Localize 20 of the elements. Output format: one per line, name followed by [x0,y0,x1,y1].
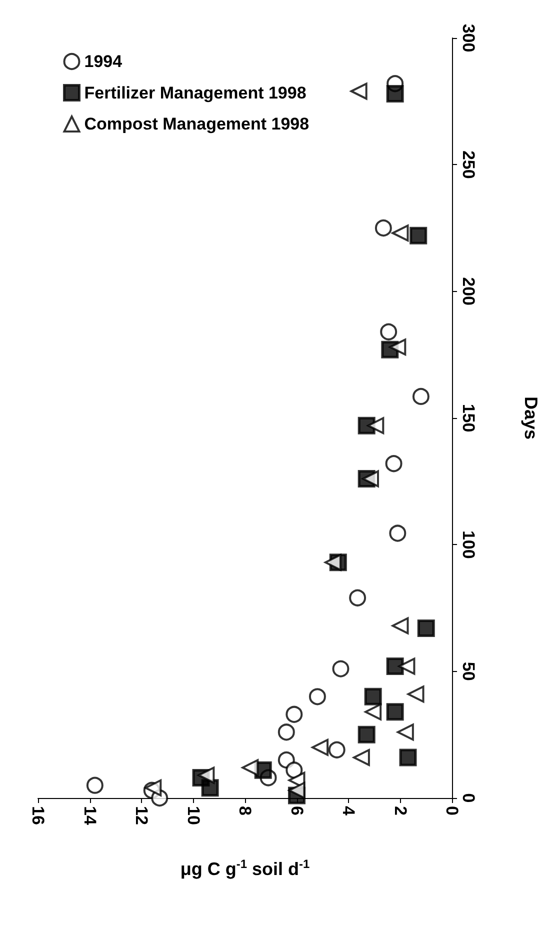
y-tick-label: 50 [459,662,478,681]
x-tick-label: 14 [80,806,100,826]
y-tick-label: 200 [459,277,478,306]
x-tick-label: 16 [28,806,48,825]
x-tick-label: 12 [132,806,151,825]
legend-label: Compost Management 1998 [84,114,310,134]
x-tick-label: 8 [236,806,254,816]
y-tick-label: 250 [459,150,478,179]
y-tick-label: 0 [459,793,478,803]
y-tick-label: 300 [459,24,478,52]
x-tick-label: 2 [390,806,410,816]
y-axis-title: Days [521,396,541,440]
x-tick-label: 10 [184,806,203,825]
x-tick-label: 4 [339,806,358,816]
y-tick-label: 100 [459,530,478,559]
legend-label: 1994 [84,52,123,71]
x-tick-label: 0 [442,806,462,816]
y-tick-label: 150 [459,404,478,432]
legend-label: Fertilizer Management 1998 [84,83,306,102]
x-tick-label: 6 [287,806,306,816]
